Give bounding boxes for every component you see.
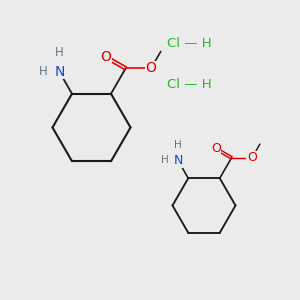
Text: N: N (173, 154, 183, 167)
Text: O: O (100, 50, 112, 64)
Text: H: H (161, 155, 169, 166)
Text: N: N (54, 65, 64, 79)
Text: O: O (146, 61, 156, 75)
Text: Cl — H: Cl — H (167, 37, 211, 50)
Text: H: H (55, 46, 64, 59)
Text: O: O (211, 142, 221, 155)
Text: O: O (247, 151, 257, 164)
Text: H: H (174, 140, 182, 150)
Text: Cl — H: Cl — H (167, 78, 211, 91)
Text: H: H (39, 65, 48, 78)
